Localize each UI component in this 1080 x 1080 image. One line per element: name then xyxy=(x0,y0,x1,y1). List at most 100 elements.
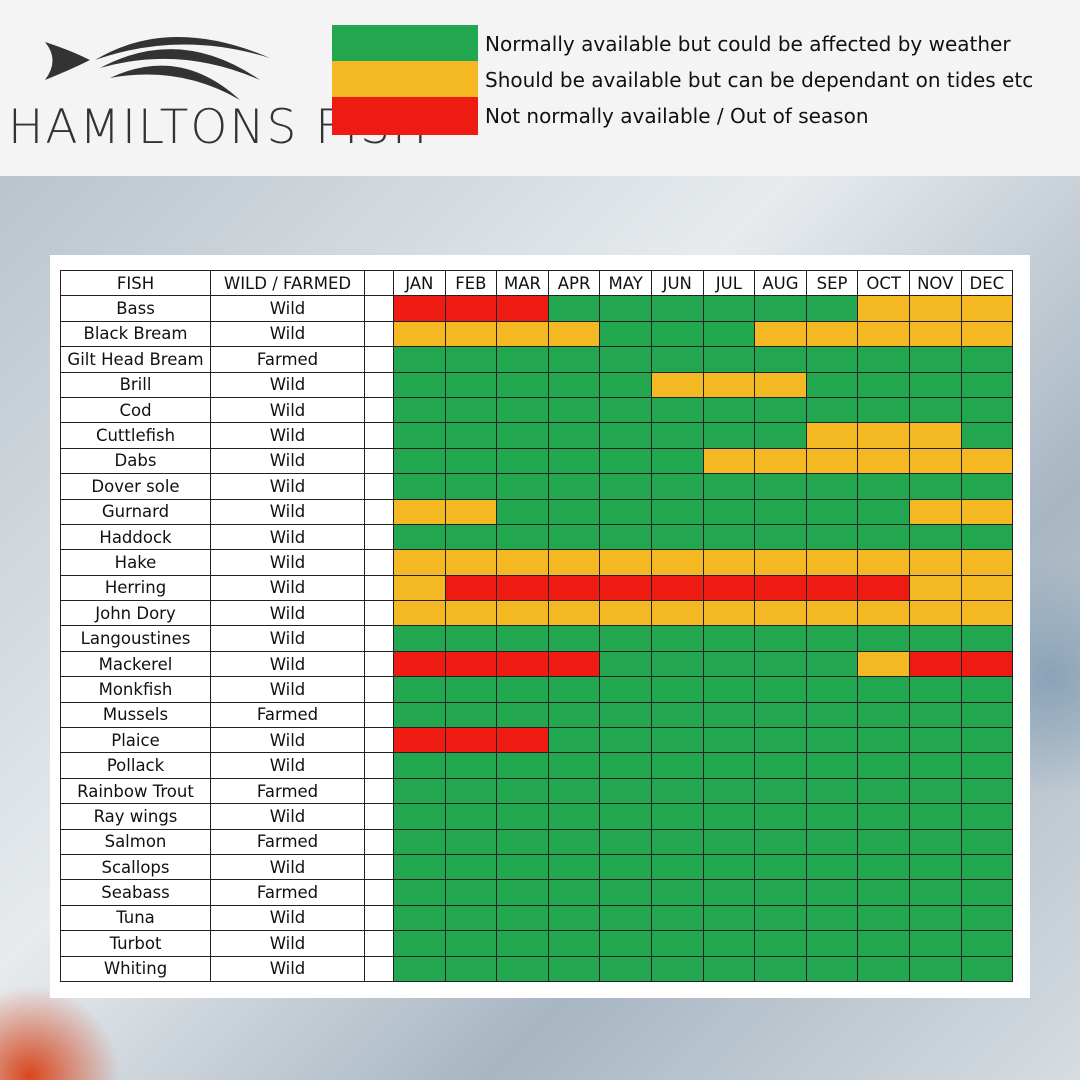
status-cell xyxy=(547,371,601,398)
status-cell xyxy=(650,346,704,373)
spacer-cell xyxy=(364,498,394,525)
table-row: Brill Wild xyxy=(60,371,1014,398)
status-cell xyxy=(857,473,910,500)
column-header: JAN xyxy=(393,269,446,297)
status-cell xyxy=(496,396,549,424)
legend-label: Normally available but could be affected… xyxy=(485,32,1011,56)
status-cell xyxy=(960,295,1014,322)
fish-name: Dover sole xyxy=(60,473,211,500)
status-cell xyxy=(702,447,756,475)
status-cell xyxy=(444,600,498,627)
status-cell xyxy=(857,320,910,348)
status-cell xyxy=(805,422,859,449)
status-cell xyxy=(547,473,601,500)
status-cell xyxy=(908,777,962,805)
status-cell xyxy=(547,828,601,855)
status-cell xyxy=(960,498,1014,525)
status-cell xyxy=(496,523,549,551)
status-cell xyxy=(702,549,756,576)
status-cell xyxy=(547,853,601,881)
status-cell xyxy=(754,701,807,729)
status-cell xyxy=(754,904,807,932)
status-cell xyxy=(908,676,962,703)
status-cell xyxy=(960,600,1014,627)
status-cell xyxy=(393,828,446,855)
status-cell xyxy=(754,473,807,500)
fish-name: Brill xyxy=(60,371,211,398)
status-cell xyxy=(599,676,652,703)
spacer-cell xyxy=(364,853,394,881)
table-row: Dover sole Wild xyxy=(60,473,1014,500)
status-cell xyxy=(650,498,704,525)
status-cell xyxy=(908,752,962,779)
status-cell xyxy=(599,320,652,348)
fish-source: Wild xyxy=(210,904,365,932)
table-row: Hake Wild xyxy=(60,549,1014,576)
status-cell xyxy=(393,346,446,373)
status-cell xyxy=(444,422,498,449)
status-cell xyxy=(857,625,910,652)
fish-source: Wild xyxy=(210,600,365,627)
column-header: FISH xyxy=(60,269,211,297)
status-cell xyxy=(754,676,807,703)
status-cell xyxy=(599,701,652,729)
status-cell xyxy=(754,752,807,779)
status-cell xyxy=(805,727,859,754)
status-cell xyxy=(393,295,446,322)
status-cell xyxy=(805,930,859,957)
status-cell xyxy=(857,422,910,449)
status-cell xyxy=(960,650,1014,678)
status-cell xyxy=(496,676,549,703)
spacer-cell xyxy=(364,447,394,475)
status-cell xyxy=(547,930,601,957)
spacer-cell xyxy=(364,269,394,297)
status-cell xyxy=(393,447,446,475)
status-cell xyxy=(444,727,498,754)
status-cell xyxy=(754,346,807,373)
status-cell xyxy=(393,625,446,652)
status-cell xyxy=(547,727,601,754)
status-cell xyxy=(960,549,1014,576)
status-cell xyxy=(960,752,1014,779)
status-cell xyxy=(908,828,962,855)
fish-source: Wild xyxy=(210,523,365,551)
status-cell xyxy=(599,422,652,449)
status-cell xyxy=(393,574,446,602)
status-cell xyxy=(857,650,910,678)
fish-name: Ray wings xyxy=(60,803,211,830)
status-cell xyxy=(908,396,962,424)
status-cell xyxy=(547,955,601,982)
status-cell xyxy=(908,447,962,475)
status-cell xyxy=(702,574,756,602)
status-cell xyxy=(805,625,859,652)
table-row: Langoustines Wild xyxy=(60,625,1014,652)
status-cell xyxy=(599,752,652,779)
status-cell xyxy=(805,447,859,475)
status-cell xyxy=(857,447,910,475)
status-cell xyxy=(444,498,498,525)
status-cell xyxy=(444,879,498,906)
status-cell xyxy=(908,346,962,373)
spacer-cell xyxy=(364,752,394,779)
status-cell xyxy=(496,320,549,348)
status-cell xyxy=(599,396,652,424)
column-header: JUL xyxy=(702,269,756,297)
status-cell xyxy=(702,600,756,627)
status-cell xyxy=(444,828,498,855)
status-cell xyxy=(702,828,756,855)
status-cell xyxy=(857,803,910,830)
status-cell xyxy=(908,727,962,754)
spacer-cell xyxy=(364,473,394,500)
column-header: NOV xyxy=(908,269,962,297)
table-row: Seabass Farmed xyxy=(60,879,1014,906)
status-cell xyxy=(599,473,652,500)
status-cell xyxy=(444,549,498,576)
status-cell xyxy=(650,904,704,932)
status-cell xyxy=(547,904,601,932)
fish-source: Wild xyxy=(210,955,365,982)
status-cell xyxy=(496,930,549,957)
status-cell xyxy=(393,955,446,982)
status-cell xyxy=(444,625,498,652)
status-cell xyxy=(444,803,498,830)
status-cell xyxy=(908,549,962,576)
